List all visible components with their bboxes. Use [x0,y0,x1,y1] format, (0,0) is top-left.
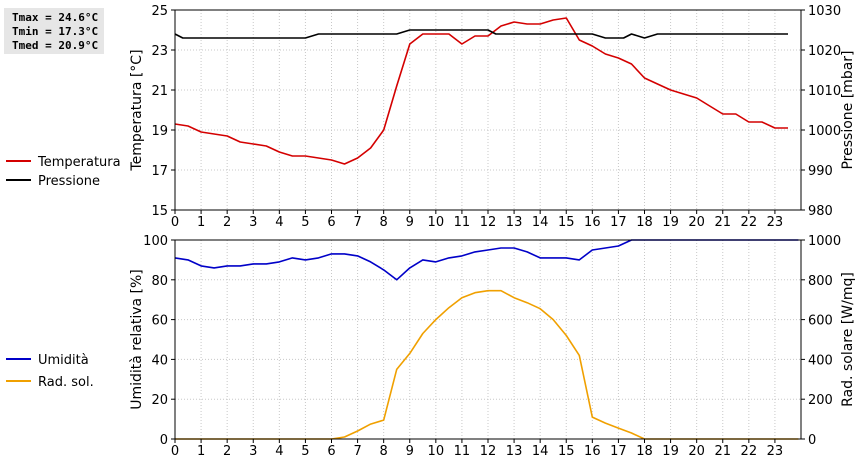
chart-1-y-tick-label: 19 [151,124,168,139]
chart-2-series-1-line [174,239,799,281]
chart-2-x-tick-label: 0 [171,444,179,459]
chart-1-y-right-tick-label: 1030 [808,4,841,19]
chart-1-x-tick-label: 8 [380,215,388,230]
stats-box: Tmax = 24.6°C Tmin = 17.3°C Tmed = 20.9°… [4,8,104,54]
chart-2-x-tick-label: 3 [249,444,257,459]
chart-1-y-tick-label: 25 [151,4,168,19]
stat-tmax: Tmax = 24.6°C [12,11,99,24]
chart-2-x-tick-label: 6 [327,444,335,459]
chart-2-x-tick-label: 1 [197,444,205,459]
chart-2-x-tick-label: 8 [380,444,388,459]
chart-1-x-tick-label: 16 [584,215,601,230]
chart-1-x-tick-label: 2 [223,215,231,230]
chart-1-legend-2-label: Pressione [38,174,100,189]
chart-2-x-tick-label: 9 [406,444,414,459]
chart-1-x-tick-label: 10 [428,215,445,230]
chart-2-legend-2-label: Rad. sol. [38,375,94,390]
chart-1-y-right-tick-label: 980 [808,204,833,219]
chart-2-x-tick-label: 20 [688,444,705,459]
chart-2-x-tick-label: 14 [532,444,549,459]
chart-1-x-tick-label: 11 [454,215,471,230]
chart-2-x-tick-label: 21 [714,444,731,459]
chart-2-x-tick-label: 11 [454,444,471,459]
chart-1-x-tick-label: 4 [275,215,283,230]
chart-2-x-tick-label: 2 [223,444,231,459]
chart-2-y-tick-label: 20 [151,393,168,408]
chart-2-series-2-line [175,289,799,440]
chart-2-y-tick-label: 60 [151,314,168,329]
chart-1-y-right-tick-label: 1020 [808,44,841,59]
chart-2-x-tick-label: 7 [353,444,361,459]
chart-1-x-tick-label: 18 [636,215,653,230]
stat-tmed: Tmed = 20.9°C [12,39,99,52]
chart-2-x-tick-label: 22 [741,444,758,459]
chart-2-x-tick-label: 15 [558,444,575,459]
chart-2-y-tick-label: 0 [160,433,168,448]
chart-2-x-tick-label: 16 [584,444,601,459]
stat-tmin: Tmin = 17.3°C [12,25,99,38]
chart-1-y-tick-label: 23 [151,44,168,59]
chart-2-legend-1-label: Umidità [38,353,89,368]
chart-1-y-right-tick-label: 1000 [808,124,841,139]
chart-2-y-tick-label: 80 [151,274,168,289]
chart-2-x-tick-label: 17 [610,444,627,459]
chart-2-x-tick-label: 10 [428,444,445,459]
chart-2-y-right-tick-label: 800 [808,274,833,289]
chart-1-x-tick-label: 15 [558,215,575,230]
chart-1-x-tick-label: 17 [610,215,627,230]
chart-1-x-tick-label: 23 [767,215,784,230]
chart-2-x-tick-label: 19 [662,444,679,459]
chart-1-x-tick-label: 5 [301,215,309,230]
chart-2-ylabel: Umidità relativa [%] [129,269,145,410]
chart-1-x-tick-label: 9 [406,215,414,230]
chart-1-x-tick-label: 6 [327,215,335,230]
chart-2-x-tick-label: 23 [767,444,784,459]
chart-2-y-tick-label: 40 [151,353,168,368]
chart-2-y-right-tick-label: 200 [808,393,833,408]
chart-2-ylabel-right: Rad. solare [W/mq] [840,272,856,407]
chart-1-y-tick-label: 21 [151,84,168,99]
chart-2-x-tick-label: 12 [480,444,497,459]
chart-1-ylabel: Temperatura [°C] [129,49,145,171]
chart-2-x-tick-label: 4 [275,444,283,459]
chart-2-y-right-tick-label: 1000 [808,234,841,249]
chart-1-y-right-tick-label: 1010 [808,84,841,99]
chart-1-x-tick-label: 12 [480,215,497,230]
chart-1-series-1-line [174,17,788,165]
chart-1-y-tick-label: 15 [151,204,168,219]
chart-2-y-right-tick-label: 400 [808,353,833,368]
chart-1-x-tick-label: 20 [688,215,705,230]
chart-1-x-tick-label: 0 [171,215,179,230]
chart-1-y-right-tick-label: 990 [808,164,833,179]
chart-2-x-tick-label: 5 [301,444,309,459]
chart-2-x-tick-label: 18 [636,444,653,459]
chart-1-ylabel-right: Pressione [mbar] [840,50,856,169]
chart-2-y-right-tick-label: 600 [808,314,833,329]
chart-1-y-tick-label: 17 [151,164,168,179]
chart-1-legend-1-label: Temperatura [37,155,121,170]
chart-1-x-tick-label: 14 [532,215,549,230]
chart-2-x-tick-label: 13 [506,444,523,459]
chart-1-series-2-line [174,29,788,39]
chart-1-x-tick-label: 3 [249,215,257,230]
chart-2-y-right-tick-label: 0 [808,433,816,448]
chart-1-x-tick-label: 13 [506,215,523,230]
chart-1-x-tick-label: 19 [662,215,679,230]
chart-1-x-tick-label: 22 [741,215,758,230]
chart-1-x-tick-label: 7 [353,215,361,230]
chart-2-y-tick-label: 100 [143,234,168,249]
chart-1-x-tick-label: 1 [197,215,205,230]
chart-1-x-tick-label: 21 [714,215,731,230]
